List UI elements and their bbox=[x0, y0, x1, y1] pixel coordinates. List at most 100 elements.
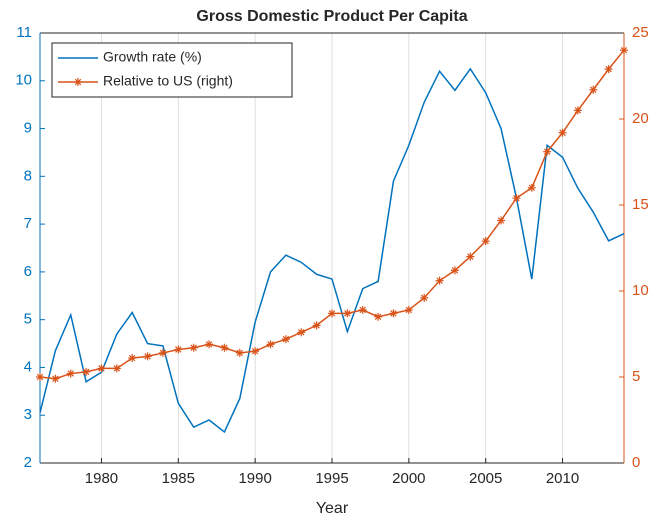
marker-stroke bbox=[359, 306, 366, 314]
point-marker bbox=[527, 183, 536, 192]
marker-stroke bbox=[36, 373, 44, 381]
point-marker bbox=[481, 237, 490, 246]
point-marker bbox=[343, 309, 352, 318]
marker-stroke bbox=[328, 310, 336, 317]
marker-stroke bbox=[574, 107, 582, 114]
point-marker bbox=[450, 266, 459, 275]
marker-stroke bbox=[590, 86, 597, 93]
y-tick-label: 8 bbox=[24, 167, 32, 184]
y-tick-label: 11 bbox=[16, 24, 32, 41]
point-marker bbox=[328, 309, 336, 318]
marker-stroke bbox=[559, 129, 566, 136]
marker-stroke bbox=[467, 253, 474, 260]
marker-stroke bbox=[221, 344, 228, 351]
point-marker bbox=[189, 343, 198, 352]
point-marker bbox=[589, 85, 598, 94]
x-tick-label: 1990 bbox=[238, 470, 271, 487]
marker-stroke bbox=[205, 341, 213, 348]
marker-stroke bbox=[113, 365, 121, 372]
y2-tick-label: 25 bbox=[632, 24, 649, 41]
point-marker bbox=[251, 347, 260, 356]
marker-stroke bbox=[67, 370, 74, 377]
marker-stroke bbox=[513, 194, 520, 202]
marker-stroke bbox=[98, 365, 105, 372]
point-marker bbox=[620, 46, 628, 55]
point-marker bbox=[235, 348, 244, 357]
point-marker bbox=[604, 65, 613, 74]
legend-label: Relative to US (right) bbox=[103, 73, 233, 89]
y-tick-label: 4 bbox=[24, 358, 32, 375]
legend-box bbox=[51, 42, 293, 98]
y2-tick-label: 5 bbox=[632, 368, 640, 385]
y-tick-label: 6 bbox=[24, 263, 32, 280]
point-marker bbox=[543, 147, 552, 156]
point-marker bbox=[174, 345, 183, 354]
marker-stroke bbox=[436, 277, 443, 284]
marker-stroke bbox=[52, 375, 59, 382]
point-marker bbox=[128, 354, 137, 363]
point-marker bbox=[205, 340, 214, 349]
marker-stroke bbox=[74, 78, 82, 86]
marker-stroke bbox=[298, 329, 305, 336]
marker-stroke bbox=[82, 368, 90, 376]
point-marker bbox=[404, 305, 413, 314]
y2-tick-label: 15 bbox=[632, 196, 649, 213]
point-marker bbox=[358, 305, 367, 314]
point-marker bbox=[420, 293, 429, 302]
legend-marker bbox=[74, 78, 82, 86]
point-marker bbox=[82, 367, 91, 376]
y-tick-label: 2 bbox=[24, 454, 32, 471]
point-marker bbox=[512, 194, 521, 203]
y-tick-label: 3 bbox=[24, 406, 32, 423]
y2-tick-label: 20 bbox=[632, 110, 649, 127]
point-marker bbox=[374, 312, 383, 321]
x-tick-label: 2005 bbox=[469, 470, 502, 487]
marker-stroke bbox=[528, 184, 536, 192]
x-tick-label: 1995 bbox=[315, 470, 348, 487]
point-marker bbox=[573, 106, 582, 115]
point-marker bbox=[112, 364, 121, 373]
marker-stroke bbox=[374, 313, 382, 321]
marker-stroke bbox=[605, 65, 612, 73]
marker-stroke bbox=[620, 46, 628, 54]
marker-stroke bbox=[282, 335, 290, 343]
chart-title: Gross Domestic Product Per Capita bbox=[196, 8, 467, 25]
point-marker bbox=[143, 352, 152, 361]
marker-stroke bbox=[405, 306, 413, 314]
point-marker bbox=[36, 373, 44, 381]
y2-tick-label: 0 bbox=[632, 454, 640, 471]
point-marker bbox=[312, 321, 321, 330]
y-tick-label: 5 bbox=[24, 311, 32, 328]
point-marker bbox=[389, 309, 398, 318]
marker-stroke bbox=[420, 294, 428, 302]
point-marker bbox=[435, 276, 444, 285]
marker-stroke bbox=[451, 267, 459, 274]
point-marker bbox=[158, 348, 167, 357]
x-tick-label: 2010 bbox=[546, 470, 579, 487]
marker-stroke bbox=[344, 310, 351, 317]
marker-stroke bbox=[267, 341, 274, 348]
y-tick-label: 7 bbox=[24, 215, 32, 232]
marker-stroke bbox=[144, 353, 151, 360]
x-tick-label: 1980 bbox=[85, 470, 118, 487]
series-line bbox=[39, 67, 625, 434]
point-marker bbox=[266, 340, 275, 349]
x-tick-label: 2000 bbox=[392, 470, 425, 487]
point-marker bbox=[51, 374, 60, 383]
point-marker bbox=[281, 335, 290, 344]
x-tick-label: 1985 bbox=[162, 470, 195, 487]
point-marker bbox=[220, 343, 229, 352]
marker-stroke bbox=[190, 344, 197, 351]
y2-tick-label: 10 bbox=[632, 282, 649, 299]
point-marker bbox=[97, 364, 106, 373]
marker-stroke bbox=[497, 217, 505, 224]
marker-stroke bbox=[482, 237, 489, 245]
point-marker bbox=[466, 252, 475, 261]
marker-stroke bbox=[543, 148, 551, 155]
point-marker bbox=[66, 369, 75, 378]
point-marker bbox=[497, 216, 506, 225]
x-axis-label: Year bbox=[316, 500, 349, 517]
marker-stroke bbox=[128, 354, 136, 362]
marker-stroke bbox=[313, 322, 320, 329]
